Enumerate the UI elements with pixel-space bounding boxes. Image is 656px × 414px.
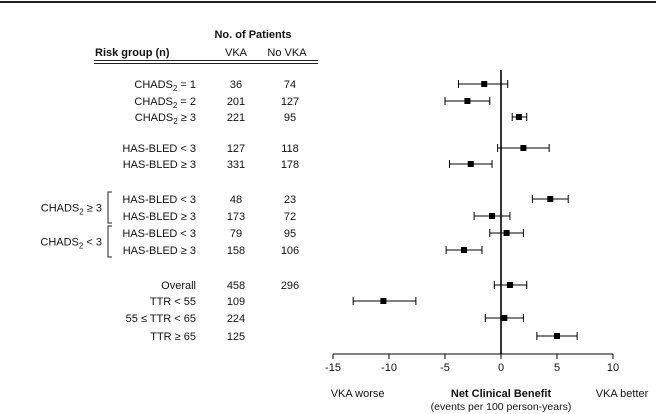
point-estimate	[481, 81, 488, 87]
point-estimate	[515, 114, 522, 120]
x-tick-label: 10	[607, 362, 619, 374]
group-bracket	[107, 191, 112, 224]
x-tick-label: -10	[381, 362, 397, 374]
x-axis-sublabel: (events per 100 person-years)	[431, 401, 572, 413]
right-annotation: VKA better	[596, 388, 649, 400]
row-label: Overall	[161, 280, 196, 292]
no-vka-count: 296	[281, 280, 299, 292]
no-vka-count: 95	[284, 228, 296, 240]
vka-count: 173	[227, 211, 245, 223]
row-label: TTR < 55	[150, 296, 196, 308]
vka-count: 458	[227, 280, 245, 292]
point-estimate	[489, 213, 496, 219]
point-estimate	[464, 98, 471, 104]
no-vka-column-header: No VKA	[267, 47, 307, 59]
point-estimate	[467, 161, 474, 167]
vka-count: 221	[227, 112, 245, 124]
vka-column-header: VKA	[225, 47, 248, 59]
row-label: HAS-BLED ≥ 3	[123, 245, 196, 257]
row-label: HAS-BLED < 3	[122, 143, 196, 155]
vka-count: 79	[230, 228, 242, 240]
row-label: HAS-BLED ≥ 3	[123, 211, 196, 223]
point-estimate	[380, 298, 387, 304]
no-vka-count: 178	[281, 159, 299, 171]
row-label: HAS-BLED < 3	[122, 194, 196, 206]
vka-count: 36	[230, 79, 242, 91]
vka-count: 331	[227, 159, 245, 171]
patients-group-header: No. of Patients	[214, 29, 291, 41]
vka-count: 127	[227, 143, 245, 155]
no-vka-count: 95	[284, 112, 296, 124]
row-label: TTR ≥ 65	[150, 331, 196, 343]
x-axis-label: Net Clinical Benefit	[451, 388, 552, 400]
top-rule	[0, 1, 656, 3]
row-label: CHADS2 = 1	[134, 79, 196, 93]
vka-count: 224	[227, 313, 245, 325]
no-vka-count: 127	[281, 96, 299, 108]
risk-group-header: Risk group (n)	[95, 47, 170, 59]
table-rows: CHADS2 = 1 36 74 CHADS2 = 2 201 127 CHADS2 ≥ 3…	[122, 79, 299, 343]
vka-count: 158	[227, 245, 245, 257]
forest-plot: -15 -10 -5 0 5 10 VKA worse VKA better Net Clini…	[325, 70, 649, 413]
x-tick-label: 5	[554, 362, 560, 374]
row-label: CHADS2 ≥ 3	[135, 112, 196, 126]
x-tick-label: -15	[325, 362, 341, 374]
row-label: HAS-BLED < 3	[122, 228, 196, 240]
point-estimate	[520, 145, 527, 151]
no-vka-count: 74	[284, 79, 296, 91]
vka-count: 125	[227, 331, 245, 343]
x-tick-label: -5	[440, 362, 450, 374]
point-estimate	[506, 282, 513, 288]
left-annotation: VKA worse	[331, 388, 385, 400]
group-label: CHADS2 < 3	[40, 237, 102, 251]
vka-count: 109	[227, 296, 245, 308]
point-estimate	[461, 247, 468, 253]
no-vka-count: 23	[284, 194, 296, 206]
no-vka-count: 106	[281, 245, 299, 257]
point-estimate	[501, 315, 508, 321]
row-label: 55 ≤ TTR < 65	[126, 313, 196, 325]
vka-count: 48	[230, 194, 242, 206]
no-vka-count: 118	[281, 143, 299, 155]
group-bracket	[107, 225, 112, 258]
point-estimate	[503, 230, 510, 236]
group-brackets: CHADS2 ≥ 3 CHADS2 < 3	[40, 191, 112, 258]
row-label: CHADS2 = 2	[134, 96, 196, 110]
row-label: HAS-BLED ≥ 3	[123, 159, 196, 171]
point-estimate	[547, 196, 554, 202]
group-label: CHADS2 ≥ 3	[41, 203, 102, 217]
vka-count: 201	[227, 96, 245, 108]
point-estimate	[554, 333, 560, 339]
no-vka-count: 72	[284, 211, 296, 223]
x-tick-label: 0	[498, 362, 504, 374]
